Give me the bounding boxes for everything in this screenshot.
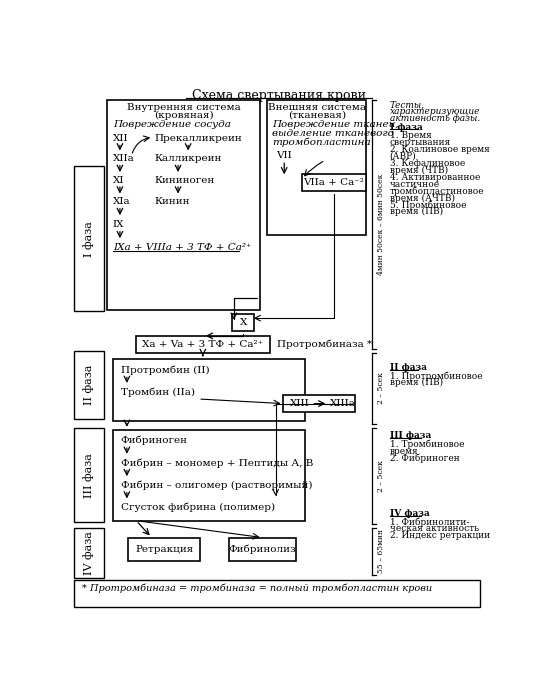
Bar [113,359,305,421]
Text: (тканевая): (тканевая) [288,111,346,120]
Text: характеризующие: характеризующие [390,107,480,116]
Bar [74,428,104,522]
Text: II фаза: II фаза [390,363,426,372]
Text: Схема свертывания крови: Схема свертывания крови [192,90,366,103]
Text: 4. Активированное: 4. Активированное [390,173,480,182]
Text: (АВР): (АВР) [390,152,416,161]
Bar [128,538,200,561]
Text: Повреждение сосуда: Повреждение сосуда [113,120,231,129]
Bar [232,314,254,331]
Text: 2. Коалиновое время: 2. Коалиновое время [390,145,490,154]
Text: XIa: XIa [113,197,131,206]
Text: Протромбиназа *: Протромбиназа * [277,339,373,349]
Text: Протромбин (II): Протромбин (II) [121,365,209,375]
Text: Калликреин: Калликреин [155,154,222,163]
Text: 1. Протромбиновое: 1. Протромбиновое [390,371,482,381]
Text: тромбопластиновое: тромбопластиновое [390,187,484,196]
Text: Тромбин (IIa): Тромбин (IIa) [121,387,195,397]
Text: III фаза: III фаза [390,431,431,440]
Text: IV фаза: IV фаза [84,531,94,575]
Text: 2. Индекс ретракции: 2. Индекс ретракции [390,532,490,541]
Text: III фаза: III фаза [84,452,94,498]
Text: XIIa: XIIa [113,154,135,163]
Text: XII: XII [113,134,128,143]
Bar [302,174,366,191]
Text: ческая активность: ческая активность [390,525,479,534]
Text: Тесты,: Тесты, [390,100,425,109]
Text: Ха + Va + 3 ТФ + Ca²⁺: Ха + Va + 3 ТФ + Ca²⁺ [143,340,263,349]
Text: 2 – 5сек: 2 – 5сек [377,460,385,492]
Text: Фибрин – мономер + Пептиды А, В: Фибрин – мономер + Пептиды А, В [121,458,313,468]
Bar [74,580,480,607]
Text: 55 – 65мин: 55 – 65мин [377,530,385,573]
Bar [74,528,104,578]
Text: время (АЧТВ): время (АЧТВ) [390,194,455,203]
Text: время (ЧТВ): время (ЧТВ) [390,166,448,175]
Bar [74,167,104,311]
Text: Кининоген: Кининоген [155,176,215,185]
Text: XIII: XIII [289,399,310,408]
Text: 1. Фибринолити-: 1. Фибринолити- [390,518,469,527]
Text: 2 – 5сек: 2 – 5сек [377,372,385,404]
Text: VIIa + Ca⁻²: VIIa + Ca⁻² [304,178,364,187]
Text: Сгусток фибрина (полимер): Сгусток фибрина (полимер) [121,503,275,512]
Text: 2. Фибриноген: 2. Фибриноген [390,454,459,463]
Text: I фаза: I фаза [84,221,94,257]
Text: IV фаза: IV фаза [390,509,429,518]
Text: Кинин: Кинин [155,197,190,206]
Text: время: время [390,447,418,456]
Text: I фаза: I фаза [390,123,422,132]
Bar [107,100,260,310]
Text: IX: IX [113,219,125,228]
Text: частичное: частичное [390,180,440,189]
Text: свертывания: свертывания [390,138,451,147]
Text: Ретракция: Ретракция [135,545,193,554]
Text: 3. Кефалиновое: 3. Кефалиновое [390,159,465,168]
Bar [74,351,104,419]
Bar [136,336,269,353]
Text: Внутренняя система: Внутренняя система [127,103,240,112]
Text: Прекалликреин: Прекалликреин [155,134,243,143]
Text: 4мин 50сек – 6мин 50сек: 4мин 50сек – 6мин 50сек [377,174,385,275]
Bar [283,395,355,412]
Text: II фаза: II фаза [84,365,94,405]
Text: 1. Тромбиновое: 1. Тромбиновое [390,440,464,449]
Text: IXa + VIIIa + 3 ТФ + Ca²⁺: IXa + VIIIa + 3 ТФ + Ca²⁺ [113,243,251,252]
Text: время (ПВ): время (ПВ) [390,208,443,217]
Bar [267,100,366,235]
Text: X: X [239,319,247,328]
Text: VII: VII [276,151,292,160]
Text: активность фазы.: активность фазы. [390,114,480,123]
Text: XI: XI [113,176,125,185]
Text: Фибриноген: Фибриноген [121,436,188,446]
Bar [113,430,305,520]
Text: XIIIa: XIIIa [330,399,356,408]
Bar [229,538,296,561]
Text: Внешняя система: Внешняя система [268,103,366,112]
Text: тромбопластина: тромбопластина [272,137,370,146]
Text: выделение тканевого: выделение тканевого [272,128,394,137]
Text: 5. Промбиновое: 5. Промбиновое [390,201,466,210]
Text: Фибрин – олигомер (растворимый): Фибрин – олигомер (растворимый) [121,481,312,490]
Text: 1. Время: 1. Время [390,131,431,140]
Text: (кровяная): (кровяная) [153,111,213,120]
Text: Повреждение тканей,: Повреждение тканей, [272,120,398,129]
Text: Фибринолиз: Фибринолиз [228,544,296,554]
Text: время (ПВ): время (ПВ) [390,378,443,387]
Text: * Протромбиназа = тромбиназа = полный тромбопластин крови: * Протромбиназа = тромбиназа = полный тр… [82,584,432,593]
